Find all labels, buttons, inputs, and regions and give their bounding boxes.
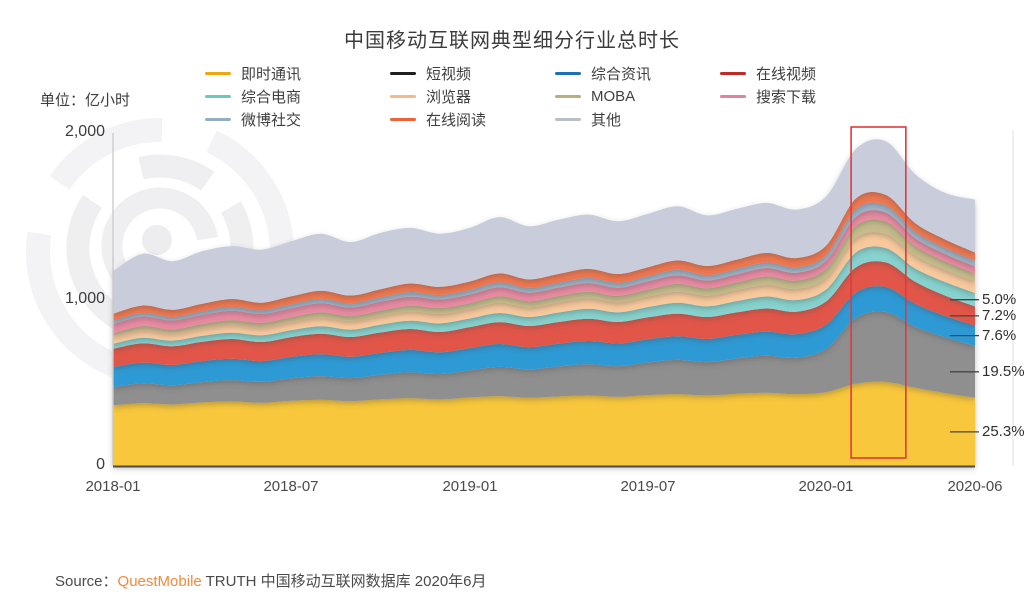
area-band-7	[113, 210, 975, 334]
legend-swatch-在线视频	[720, 72, 746, 75]
source-prefix: Source：	[55, 573, 118, 590]
legend-item-在线阅读: 在线阅读	[390, 109, 555, 130]
legend-item-综合电商: 综合电商	[205, 86, 390, 107]
x-tick-2020-06: 2020-06	[947, 478, 1003, 495]
chart-legend: 即时通讯 短视频 综合资讯 在线视频综合电商 浏览器 MOBA 搜索下载微博社交 在线阅读 其他	[205, 62, 816, 131]
legend-swatch-其他	[555, 118, 581, 121]
area-band-10	[113, 139, 975, 314]
legend-label-微博社交: 微博社交	[241, 112, 302, 129]
legend-label-在线阅读: 在线阅读	[426, 112, 487, 129]
legend-item-即时通讯: 即时通讯	[205, 63, 390, 84]
legend-label-短视频: 短视频	[426, 66, 472, 83]
source-suffix: TRUTH 中国移动互联网数据库 2020年6月	[201, 573, 487, 590]
x-tick-2019-01: 2019-01	[442, 478, 498, 495]
area-band-4	[113, 246, 975, 349]
legend-swatch-微博社交	[205, 118, 231, 121]
legend-item-MOBA: MOBA	[555, 88, 720, 105]
percent-label-在线视频: 7.2%	[982, 307, 1017, 324]
area-band-6	[113, 219, 975, 337]
annotations	[850, 126, 979, 459]
area-band-3	[113, 261, 975, 368]
legend-swatch-在线阅读	[390, 118, 416, 121]
legend-label-其他: 其他	[591, 112, 622, 129]
area-band-0	[113, 381, 975, 466]
legend-swatch-MOBA	[555, 95, 581, 98]
axes	[112, 130, 1014, 468]
legend-swatch-搜索下载	[720, 95, 746, 98]
percent-label-短视频: 19.5%	[982, 363, 1024, 380]
legend-item-在线视频: 在线视频	[720, 63, 816, 84]
y-tick-1,000: 1,000	[64, 290, 105, 307]
legend-label-搜索下载: 搜索下载	[756, 89, 817, 106]
legend-label-MOBA: MOBA	[591, 88, 636, 105]
legend-swatch-综合电商	[205, 95, 231, 98]
page-title: 中国移动互联网典型细分行业总时长	[344, 30, 680, 52]
legend-item-短视频: 短视频	[390, 63, 555, 84]
legend-swatch-浏览器	[390, 95, 416, 98]
legend-swatch-短视频	[390, 72, 416, 75]
legend-label-浏览器: 浏览器	[426, 89, 472, 106]
percent-label-综合资讯: 7.6%	[982, 327, 1017, 344]
legend-item-微博社交: 微博社交	[205, 109, 390, 130]
area-bands	[113, 139, 975, 466]
legend-item-搜索下载: 搜索下载	[720, 86, 816, 107]
area-band-1	[113, 311, 975, 406]
percent-label-即时通讯: 25.3%	[982, 423, 1024, 440]
unit-label: 单位：亿小时	[40, 92, 131, 109]
legend-label-综合电商: 综合电商	[241, 89, 302, 106]
percent-label-综合电商: 5.0%	[982, 291, 1017, 308]
legend-label-综合资讯: 综合资讯	[591, 66, 652, 83]
legend-item-其他: 其他	[555, 109, 720, 130]
legend-swatch-综合资讯	[555, 72, 581, 75]
x-tick-2018-01: 2018-01	[85, 478, 141, 495]
area-band-5	[113, 232, 975, 344]
legend-label-在线视频: 在线视频	[756, 66, 817, 83]
legend-label-即时通讯: 即时通讯	[241, 66, 302, 83]
x-tick-2020-01: 2020-01	[798, 478, 854, 495]
area-band-9	[113, 191, 975, 321]
legend-item-浏览器: 浏览器	[390, 86, 555, 107]
y-tick-0: 0	[96, 456, 105, 473]
y-tick-2,000: 2,000	[64, 123, 105, 140]
area-band-2	[113, 286, 975, 388]
x-tick-2019-07: 2019-07	[620, 478, 676, 495]
source-brand-questmobile: QuestMobile	[117, 573, 202, 590]
x-tick-2018-07: 2018-07	[263, 478, 319, 495]
legend-swatch-即时通讯	[205, 72, 231, 75]
legend-item-综合资讯: 综合资讯	[555, 63, 720, 84]
area-band-8	[113, 202, 975, 325]
highlight-box	[850, 126, 907, 459]
source-line: Source：QuestMobile TRUTH 中国移动互联网数据库 2020…	[55, 570, 487, 591]
